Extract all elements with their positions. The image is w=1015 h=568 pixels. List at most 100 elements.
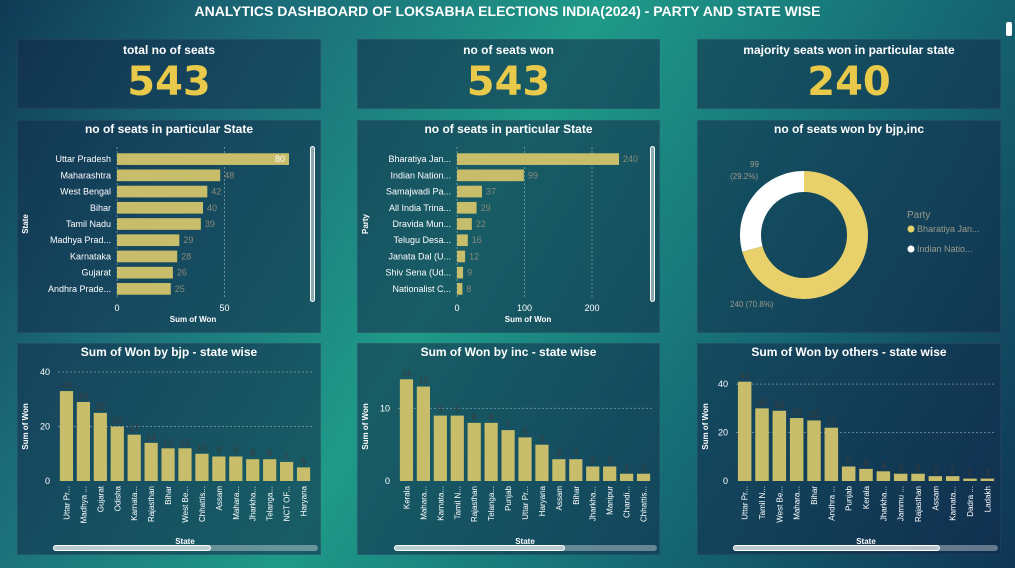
x-tick-label: 200: [584, 303, 599, 313]
category-label: Telanga...: [487, 486, 496, 521]
bar: [619, 473, 634, 481]
page-scrollbar[interactable]: [1006, 22, 1012, 36]
horizontal-scroll-thumb[interactable]: [53, 545, 211, 551]
bjp-state-wise-chart: 0 20 40 33 Uttar Pr... 29 Madhya ... 25 Gujarat 2…: [21, 367, 312, 546]
bar: [117, 185, 208, 198]
legend-label: Indian Natio...: [917, 244, 973, 254]
data-label: 33: [61, 380, 71, 390]
category-label: Mahara...: [793, 486, 802, 520]
y-tick-label: 0: [385, 476, 390, 486]
category-label: Assam: [555, 486, 564, 511]
category-label: Ladakh: [983, 486, 992, 512]
slice-label: 240 (70.8%): [730, 300, 774, 309]
data-label: 29: [183, 235, 193, 245]
data-label: 12: [163, 437, 173, 447]
horizontal-scroll-thumb[interactable]: [733, 545, 940, 551]
kpi-card-majority-seats: majority seats won in particular state 2…: [697, 39, 1001, 109]
category-label: All India Trina...: [389, 203, 451, 213]
category-label: Telanga...: [266, 486, 275, 521]
bar: [263, 459, 277, 481]
bar: [457, 234, 468, 247]
x-axis-title: Sum of Won: [170, 315, 217, 324]
category-label: Jharkha...: [249, 486, 258, 521]
category-label: Shiv Sena (Ud...: [385, 268, 451, 278]
vertical-scrollbar[interactable]: [310, 146, 315, 302]
category-label: Mahara...: [419, 486, 428, 520]
category-label: Telugu Desa...: [393, 235, 451, 245]
category-label: Dadra ...: [966, 486, 975, 517]
y-axis-title: Sum of Won: [21, 403, 30, 450]
slice-label: (29.2%): [730, 172, 758, 181]
kpi-label: no of seats won: [463, 43, 554, 57]
bar: [603, 466, 617, 481]
bar: [117, 266, 173, 279]
data-label: 22: [826, 417, 836, 427]
data-label: 5: [301, 456, 306, 466]
bar: [117, 283, 171, 295]
data-label: 99: [528, 170, 538, 180]
category-label: Andhra Prade...: [48, 284, 111, 294]
bar: [59, 391, 74, 481]
horizontal-scroll-thumb[interactable]: [394, 545, 565, 551]
data-label: 28: [181, 251, 191, 261]
bar: [552, 459, 566, 481]
data-label: 9: [455, 405, 460, 415]
bar: [296, 467, 311, 481]
seats-by-party-chart: 0 100 200 Bharatiya Jan... 240 Indian Nation.…: [361, 147, 638, 324]
category-label: Punjab: [845, 485, 854, 510]
data-label: 39: [205, 219, 215, 229]
bar: [535, 444, 549, 481]
category-label: Jharkha...: [589, 486, 598, 521]
x-axis-title: State: [175, 537, 195, 546]
data-label: 9: [216, 445, 221, 455]
chart-title: Sum of Won by bjp - state wise: [80, 345, 258, 359]
vertical-scrollbar[interactable]: [650, 146, 655, 302]
category-label: Punjab: [504, 485, 513, 510]
bar: [450, 415, 464, 481]
x-axis-title: Sum of Won: [505, 315, 552, 324]
category-label: Karnata...: [436, 486, 445, 521]
category-label: Rajasthan: [914, 486, 923, 522]
chart-panel-seats-by-party: no of seats in particular State 0 100 200 B…: [357, 120, 660, 333]
chart-panel-seats-by-state: no of seats in particular State 0 50 Uttar…: [17, 120, 321, 333]
data-label: 2: [933, 465, 938, 475]
bar: [117, 250, 178, 263]
category-label: Karnata...: [949, 486, 958, 521]
kpi-value: 543: [127, 59, 211, 105]
category-label: Tamil N...: [758, 486, 767, 519]
data-label: 30: [757, 397, 767, 407]
data-label: 8: [466, 284, 471, 294]
bar: [501, 430, 515, 481]
category-label: Tamil N...: [453, 486, 462, 519]
category-label: Karnataka: [70, 251, 111, 261]
bar: [824, 427, 839, 481]
y-tick-label: 40: [40, 367, 50, 377]
data-label: 12: [469, 251, 479, 261]
category-label: Maharashtra: [60, 170, 111, 180]
bjp-inc-donut-chart: 240 (70.8%) 99 (29.2%) Party Bharatiya Jan..…: [730, 160, 980, 309]
category-label: Rajasthan: [470, 486, 479, 522]
category-label: Uttar Pr...: [741, 486, 750, 520]
kpi-label: total no of seats: [122, 43, 215, 57]
data-label: 2: [607, 455, 612, 465]
data-label: 8: [472, 412, 477, 422]
category-label: Samajwadi Pa...: [386, 187, 451, 197]
bar: [195, 453, 209, 481]
bar: [279, 461, 294, 481]
data-label: 10: [197, 443, 207, 453]
bar: [229, 456, 243, 481]
kpi-value: 240: [807, 59, 891, 105]
legend-title: Party: [907, 210, 930, 221]
data-label: 240: [623, 154, 638, 164]
category-label: West Be...: [775, 486, 784, 523]
data-label: 41: [740, 371, 750, 381]
category-label: Indian Nation...: [390, 170, 451, 180]
bar: [457, 250, 466, 263]
bar: [841, 466, 856, 481]
x-axis-title: State: [515, 537, 535, 546]
category-label: Bihar: [164, 486, 173, 505]
category-label: Gujarat: [81, 268, 111, 278]
bar: [117, 201, 203, 214]
data-label: 3: [556, 448, 561, 458]
